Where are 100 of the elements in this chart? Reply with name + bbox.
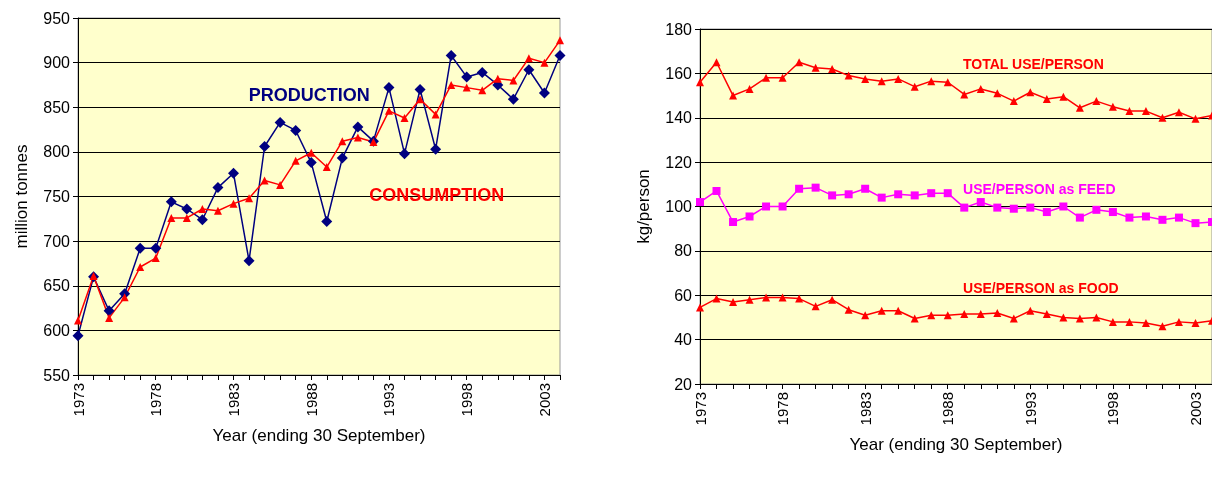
point bbox=[1158, 322, 1167, 331]
point bbox=[1042, 310, 1051, 319]
point bbox=[447, 80, 456, 89]
point bbox=[399, 148, 411, 160]
y-axis-title: kg/person bbox=[634, 169, 653, 244]
point bbox=[745, 295, 754, 304]
point bbox=[861, 74, 870, 83]
point bbox=[1075, 314, 1084, 323]
point bbox=[844, 305, 853, 314]
point bbox=[762, 73, 771, 82]
point bbox=[1042, 208, 1051, 217]
point bbox=[538, 87, 550, 99]
point bbox=[828, 64, 837, 73]
x-tick-label: 1998 bbox=[458, 383, 476, 417]
x-tick-label: 1988 bbox=[302, 383, 320, 417]
y-tick-label: 140 bbox=[665, 109, 693, 127]
point bbox=[910, 82, 919, 91]
point bbox=[524, 54, 533, 63]
point bbox=[712, 294, 721, 303]
point bbox=[181, 203, 193, 215]
point bbox=[795, 294, 804, 303]
point bbox=[1191, 219, 1200, 228]
point bbox=[72, 330, 84, 342]
point bbox=[245, 194, 254, 203]
point bbox=[336, 152, 348, 164]
point bbox=[74, 316, 82, 325]
point bbox=[877, 77, 886, 86]
series-label: PRODUCTION bbox=[248, 84, 370, 105]
y-tick-label: 550 bbox=[43, 366, 71, 384]
point bbox=[462, 83, 471, 92]
point bbox=[321, 215, 333, 227]
point bbox=[778, 73, 787, 82]
point bbox=[778, 202, 787, 211]
point bbox=[1191, 318, 1200, 327]
point bbox=[150, 242, 162, 254]
point bbox=[927, 189, 936, 198]
point bbox=[795, 184, 804, 193]
point bbox=[1125, 317, 1134, 326]
point bbox=[729, 297, 738, 306]
x-tick-label: 2003 bbox=[1186, 392, 1204, 426]
point bbox=[229, 199, 238, 208]
point bbox=[540, 58, 549, 67]
point bbox=[213, 206, 222, 215]
point bbox=[943, 189, 952, 198]
point bbox=[811, 63, 820, 72]
y-tick-label: 650 bbox=[43, 277, 71, 295]
y-tick-label: 80 bbox=[674, 242, 693, 260]
y-tick-label: 160 bbox=[665, 64, 693, 82]
point bbox=[745, 212, 754, 221]
y-tick-label: 850 bbox=[43, 98, 71, 116]
y-tick-label: 600 bbox=[43, 321, 71, 339]
point bbox=[828, 191, 837, 200]
x-tick-label: 1978 bbox=[147, 383, 165, 417]
point bbox=[1092, 205, 1101, 214]
point bbox=[1191, 114, 1200, 123]
point bbox=[976, 84, 985, 93]
x-tick-label: 1983 bbox=[856, 392, 874, 426]
point bbox=[507, 93, 519, 105]
y-tick-label: 100 bbox=[665, 198, 693, 215]
point bbox=[274, 116, 286, 128]
point bbox=[291, 156, 300, 165]
point bbox=[976, 198, 985, 207]
point bbox=[1141, 318, 1150, 327]
y-tick-label: 750 bbox=[43, 188, 71, 205]
point bbox=[554, 49, 566, 61]
point bbox=[305, 157, 317, 169]
point bbox=[712, 186, 721, 195]
point bbox=[910, 191, 919, 200]
point bbox=[384, 106, 393, 115]
point bbox=[1174, 108, 1183, 117]
point bbox=[1092, 97, 1101, 106]
point bbox=[105, 313, 114, 322]
point bbox=[1141, 107, 1150, 116]
point bbox=[383, 82, 395, 94]
point bbox=[103, 305, 115, 317]
point bbox=[461, 71, 473, 83]
point bbox=[243, 255, 255, 267]
point bbox=[877, 193, 886, 202]
y-axis-title: million tonnes bbox=[12, 144, 31, 249]
point bbox=[795, 58, 804, 67]
point bbox=[136, 263, 145, 272]
point bbox=[844, 190, 853, 199]
point bbox=[523, 64, 535, 76]
point bbox=[1026, 306, 1035, 315]
point bbox=[165, 196, 177, 208]
point bbox=[894, 306, 903, 315]
point bbox=[894, 74, 903, 83]
x-tick-label: 1978 bbox=[774, 392, 792, 426]
point bbox=[476, 66, 488, 78]
point bbox=[259, 141, 271, 153]
point bbox=[1009, 204, 1018, 213]
point bbox=[745, 84, 754, 93]
point bbox=[196, 214, 208, 226]
x-tick-label: 1993 bbox=[380, 383, 398, 417]
point bbox=[993, 203, 1002, 212]
point bbox=[1125, 213, 1134, 222]
x-axis-title: Year (ending 30 September) bbox=[849, 435, 1063, 454]
point bbox=[352, 121, 364, 133]
point bbox=[1059, 92, 1068, 101]
point bbox=[844, 71, 853, 80]
